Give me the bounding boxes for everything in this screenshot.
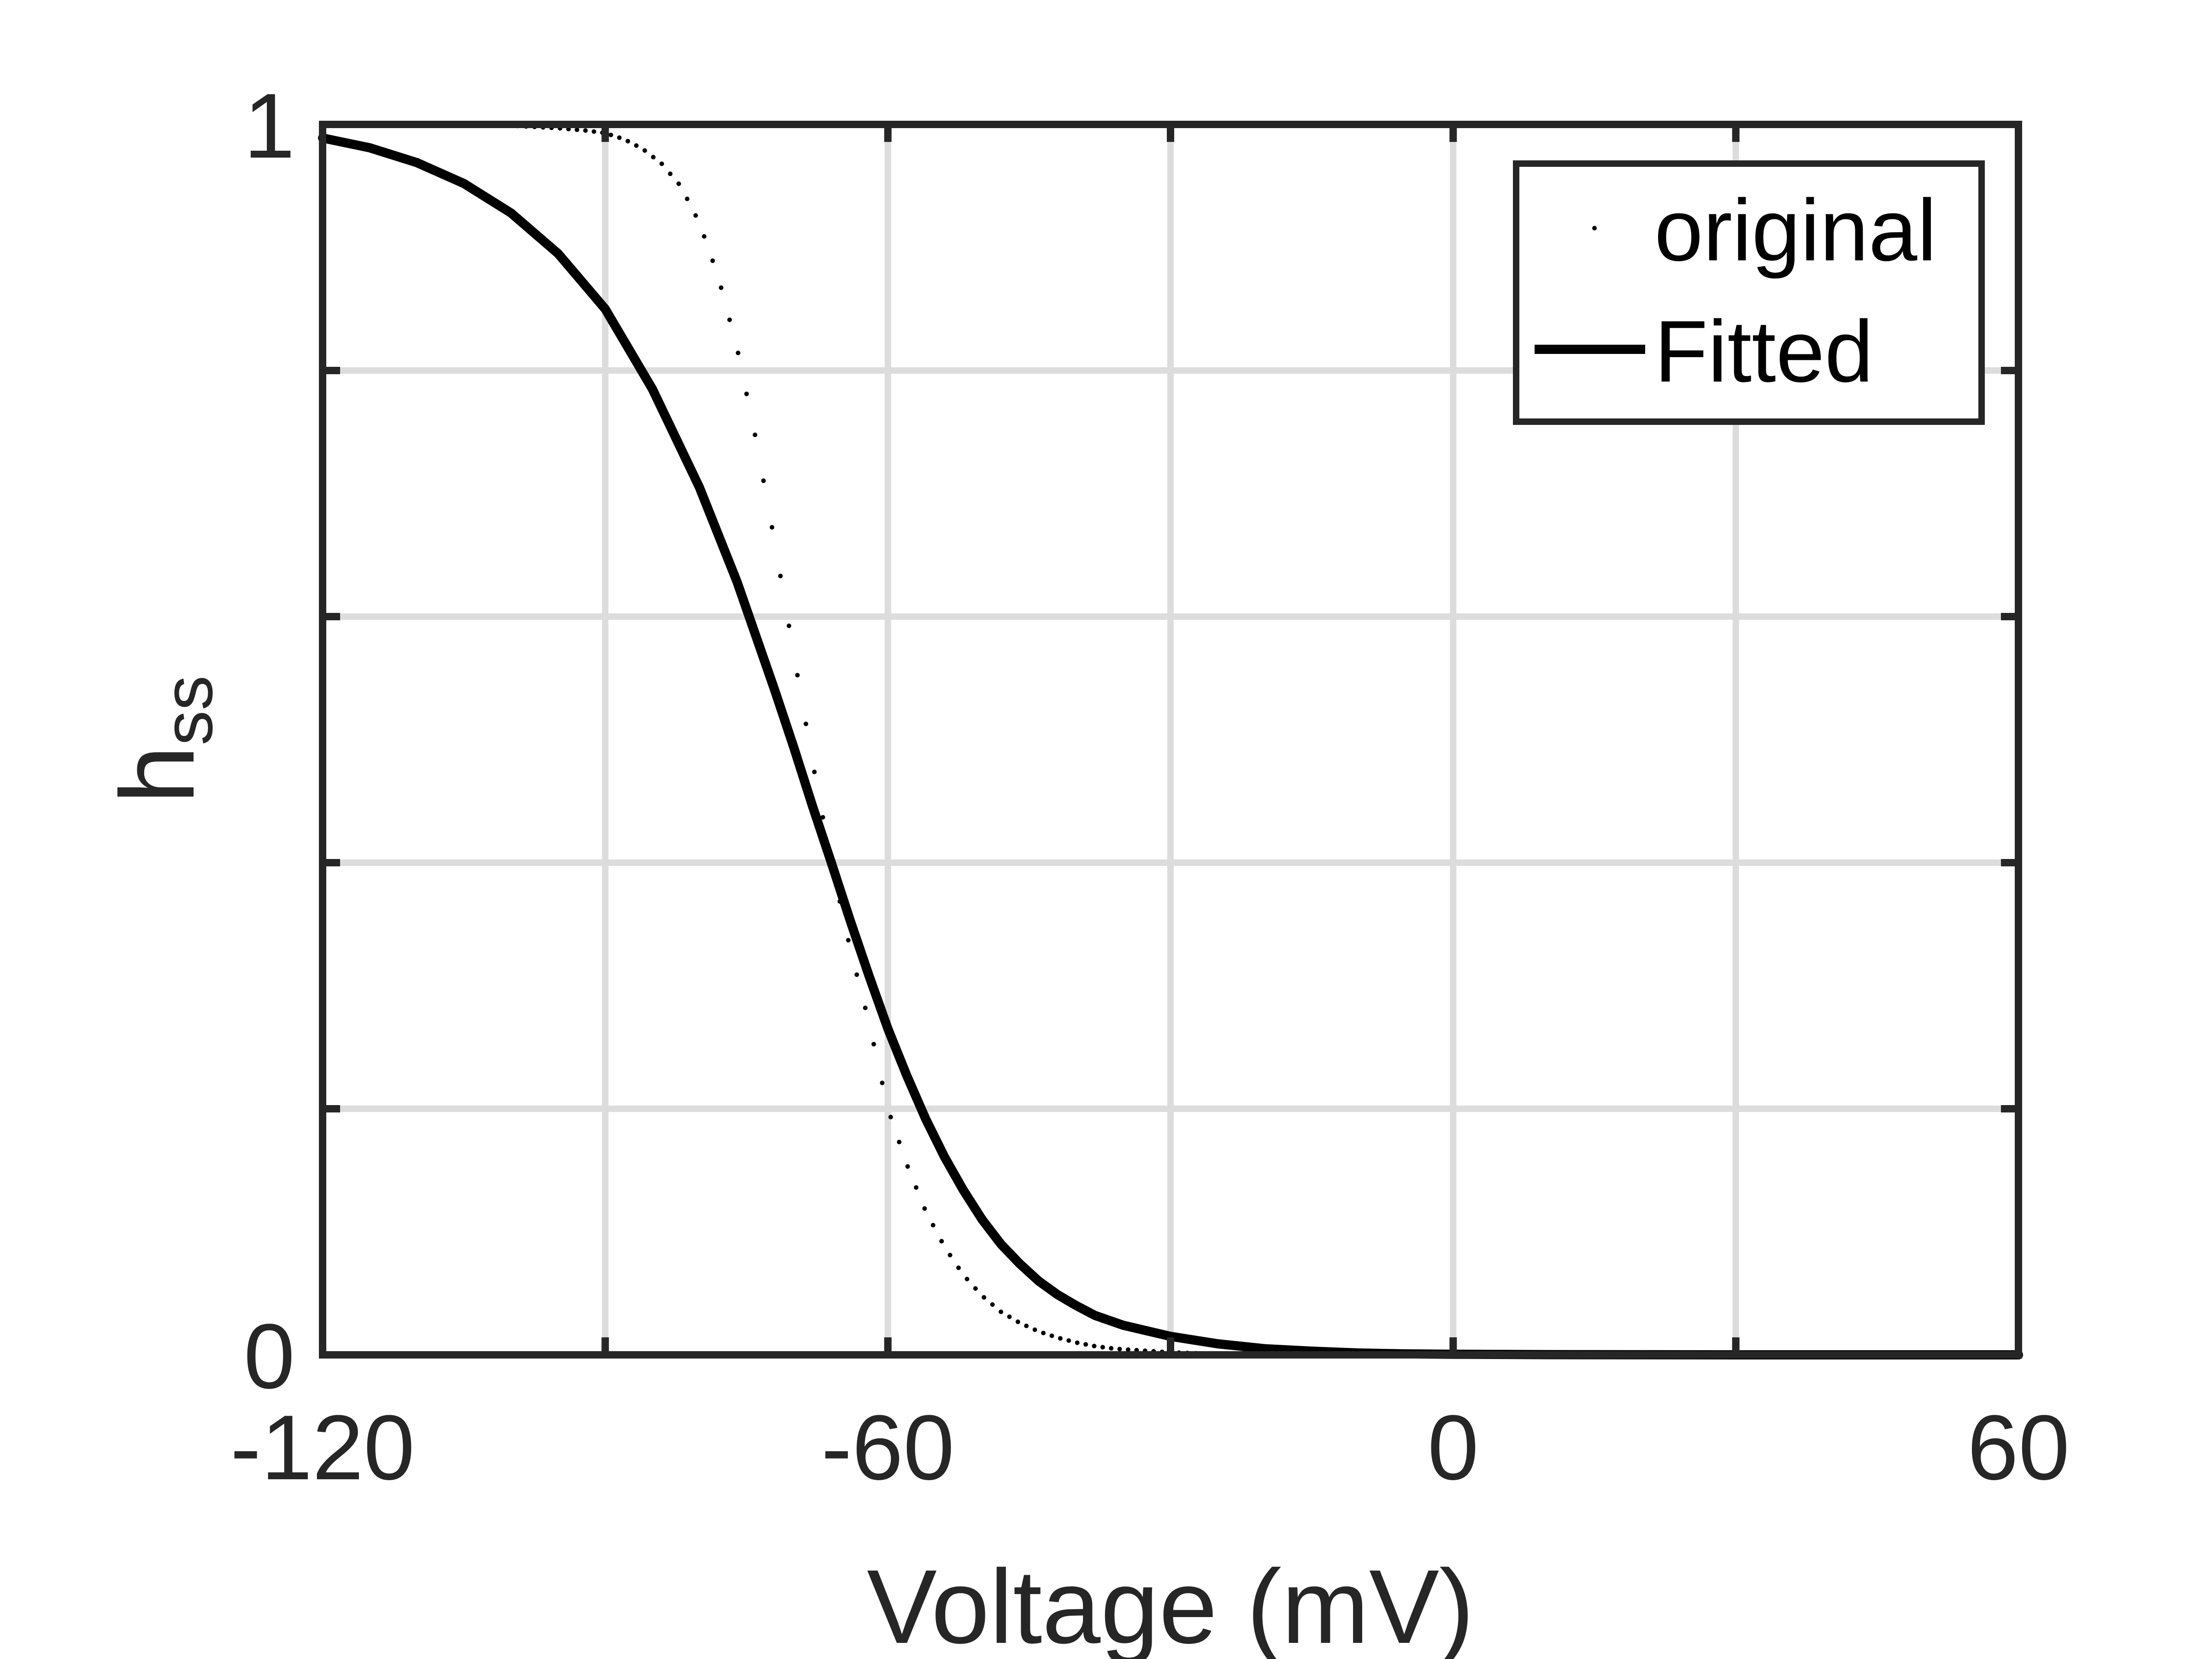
data-point-original: [1109, 1346, 1114, 1351]
data-point-original: [710, 258, 715, 263]
data-point-original: [591, 129, 596, 134]
legend-entry-fitted: Fitted: [1535, 303, 1873, 400]
legend-label-original: original: [1654, 182, 1937, 279]
legend-box: [1513, 160, 1985, 425]
data-point-original: [659, 161, 664, 166]
data-point-original: [1126, 1347, 1130, 1352]
data-point-original: [735, 350, 741, 355]
data-point-original: [787, 624, 791, 628]
data-point-original: [871, 1041, 876, 1047]
data-point-original: [642, 148, 647, 153]
data-point-original: [727, 318, 732, 322]
data-point-original: [820, 815, 825, 820]
data-point-original: [914, 1185, 918, 1190]
data-point-original: [625, 139, 630, 144]
data-point-original: [1007, 1314, 1012, 1319]
data-point-original: [795, 673, 800, 678]
data-point-original: [1041, 1330, 1046, 1335]
data-point-original: [583, 128, 588, 133]
x-tick-label: -120: [230, 1396, 415, 1499]
data-point-original: [863, 1006, 868, 1011]
data-point-original: [897, 1140, 902, 1145]
data-point-original: [888, 1115, 893, 1119]
y-axis-label-main: h: [99, 746, 216, 804]
data-point-original: [854, 972, 859, 977]
data-point-original: [956, 1265, 961, 1271]
x-tick-label: -60: [821, 1396, 954, 1499]
data-point-original: [693, 213, 698, 218]
data-point-original: [947, 1253, 953, 1258]
data-point-original: [1058, 1336, 1063, 1341]
data-point-original: [1075, 1340, 1080, 1345]
legend-label-fitted: Fitted: [1654, 303, 1873, 400]
tick-labels: -120 -60 0 60 0 1: [230, 75, 2070, 1499]
data-point-original: [905, 1164, 910, 1169]
data-point-original: [651, 155, 656, 159]
data-point-original: [617, 135, 622, 140]
y-tick-label: 0: [244, 1305, 295, 1408]
data-point-original: [744, 391, 749, 396]
data-point-original: [990, 1302, 995, 1307]
data-point-original: [685, 196, 690, 201]
data-point-original: [608, 132, 613, 137]
data-point-original: [939, 1239, 944, 1244]
data-point-original: [930, 1223, 935, 1228]
data-point-original: [982, 1295, 987, 1300]
data-point-original: [973, 1286, 978, 1291]
data-point-original: [812, 770, 817, 774]
data-point-original: [1049, 1333, 1054, 1338]
data-point-original: [575, 127, 579, 132]
ticks: [319, 121, 2022, 1359]
y-axis-label-subscript: ss: [149, 676, 227, 746]
data-point-original: [922, 1206, 927, 1211]
data-point-original: [676, 181, 681, 186]
y-tick-label: 1: [244, 75, 295, 177]
data-point-original: [1024, 1324, 1029, 1329]
data-point-original: [1032, 1327, 1037, 1332]
data-point-original: [1117, 1347, 1122, 1352]
data-point-original: [668, 171, 673, 176]
data-point-original: [1083, 1342, 1088, 1347]
data-point-original: [778, 573, 783, 578]
data-point-original: [718, 285, 724, 290]
data-point-original: [753, 432, 758, 437]
x-tick-label: 60: [1967, 1396, 2070, 1499]
x-tick-label: 0: [1428, 1396, 1479, 1499]
legend-marker-original: [1592, 226, 1597, 230]
legend: original Fitted: [1513, 160, 1985, 425]
data-point-original: [1015, 1319, 1020, 1324]
legend-entry-original: original: [1592, 182, 1937, 279]
data-point-original: [846, 938, 851, 943]
data-point-original: [702, 234, 706, 239]
y-axis-label: hss: [99, 676, 227, 804]
data-point-original: [1092, 1343, 1097, 1348]
data-point-original: [880, 1080, 885, 1085]
data-point-original: [999, 1309, 1003, 1314]
data-point-original: [1066, 1338, 1071, 1343]
data-point-original: [634, 143, 639, 148]
data-point-original: [1100, 1345, 1105, 1350]
data-point-original: [761, 478, 766, 483]
data-point-original: [803, 721, 808, 726]
data-point-original: [965, 1277, 970, 1282]
data-point-original: [770, 525, 775, 530]
x-axis-label: Voltage (mV): [867, 1548, 1474, 1659]
